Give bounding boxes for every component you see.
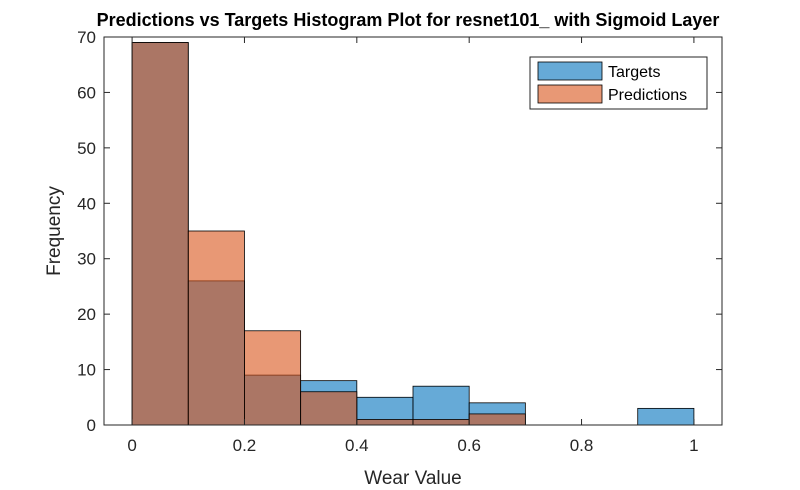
x-tick-label: 0.4 xyxy=(345,436,369,455)
x-axis-label: Wear Value xyxy=(364,468,462,489)
predictions-bar xyxy=(412,419,470,426)
x-tick-label: 0.8 xyxy=(570,436,594,455)
legend: Targets Predictions xyxy=(529,56,708,110)
y-tick-label: 70 xyxy=(77,28,96,47)
legend-swatch-targets xyxy=(537,61,603,81)
legend-label-predictions: Predictions xyxy=(608,87,687,104)
y-tick-label: 30 xyxy=(77,250,96,269)
legend-swatch-predictions xyxy=(537,84,603,104)
x-tick-label: 0.2 xyxy=(233,436,257,455)
targets-bar xyxy=(412,385,470,426)
targets-bar xyxy=(637,407,695,426)
y-tick-label: 0 xyxy=(87,416,96,435)
y-tick-label: 60 xyxy=(77,83,96,102)
bars-layer xyxy=(131,42,695,426)
y-axis-label: Frequency xyxy=(44,186,65,276)
predictions-bar xyxy=(300,391,358,426)
legend-label-targets: Targets xyxy=(608,64,660,81)
y-tick-label: 40 xyxy=(77,194,96,213)
y-tick-label: 50 xyxy=(77,139,96,158)
y-tick-label: 10 xyxy=(77,361,96,380)
predictions-bar xyxy=(356,419,414,426)
axes-box xyxy=(103,36,723,426)
y-tick-label: 20 xyxy=(77,305,96,324)
x-tick-label: 0.6 xyxy=(457,436,481,455)
x-tick-label: 1 xyxy=(689,436,698,455)
predictions-bar xyxy=(468,413,526,426)
predictions-bar xyxy=(131,42,189,426)
chart-title: Predictions vs Targets Histogram Plot fo… xyxy=(97,10,720,30)
predictions-bar xyxy=(244,330,302,426)
x-tick-label: 0 xyxy=(127,436,136,455)
predictions-bar xyxy=(187,230,245,426)
